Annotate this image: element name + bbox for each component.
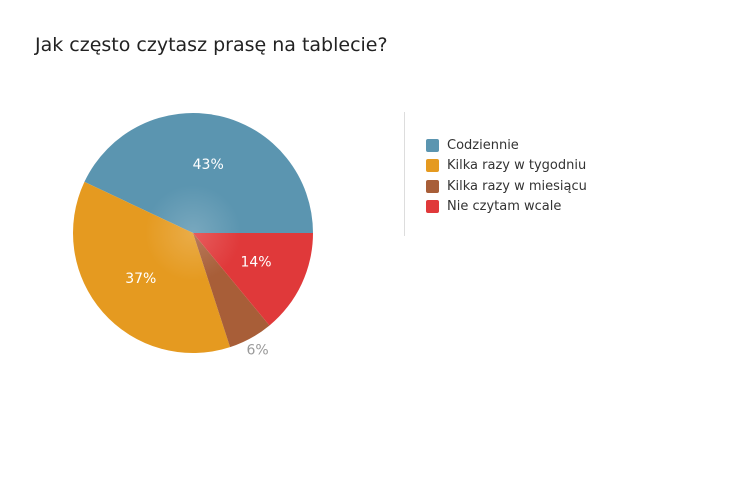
legend-label: Codziennie bbox=[447, 137, 519, 153]
legend-item-nie-czytam-wcale[interactable]: Nie czytam wcale bbox=[426, 197, 587, 218]
legend-swatch bbox=[426, 159, 439, 173]
legend-swatch bbox=[426, 138, 439, 152]
slice-label-2: 6% bbox=[246, 342, 268, 358]
pie-shading bbox=[73, 113, 313, 353]
legend-swatch bbox=[426, 179, 439, 193]
legend-label: Kilka razy w miesiącu bbox=[447, 178, 587, 194]
legend-item-kilka-razy-w-tygodniu[interactable]: Kilka razy w tygodniu bbox=[426, 156, 587, 177]
legend-label: Nie czytam wcale bbox=[447, 199, 562, 215]
legend-item-codziennie[interactable]: Codziennie bbox=[426, 135, 587, 156]
legend-swatch bbox=[426, 200, 439, 214]
slice-label-1: 37% bbox=[125, 271, 156, 287]
legend: Codziennie Kilka razy w tygodniu Kilka r… bbox=[426, 135, 587, 217]
legend-label: Kilka razy w tygodniu bbox=[447, 158, 587, 174]
chart-title: Jak często czytasz prasę na tablecie? bbox=[35, 34, 388, 56]
legend-divider bbox=[404, 112, 405, 236]
legend-item-kilka-razy-w-miesiacu[interactable]: Kilka razy w miesiącu bbox=[426, 176, 587, 197]
slice-label-3: 14% bbox=[240, 255, 271, 271]
slice-label-0: 43% bbox=[193, 157, 224, 173]
